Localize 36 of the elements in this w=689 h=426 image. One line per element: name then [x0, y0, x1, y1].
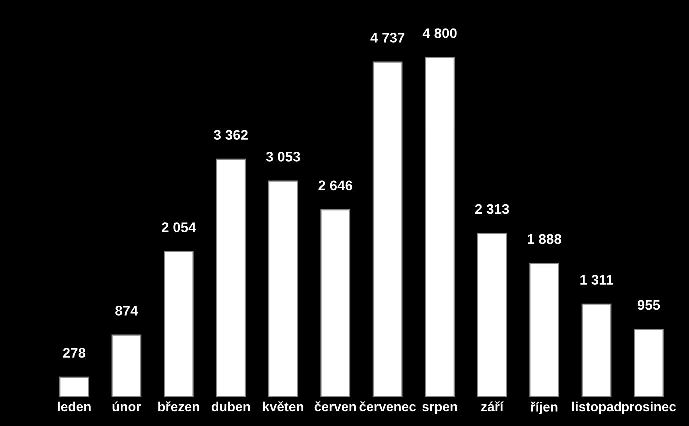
- data-label: 955: [638, 300, 660, 310]
- bar: [477, 233, 508, 398]
- data-label: 874: [116, 306, 138, 316]
- bar: [582, 304, 612, 398]
- bar: [112, 334, 142, 398]
- data-label: 2 646: [318, 180, 352, 191]
- data-label: 2 313: [475, 204, 510, 214]
- x-tick-label: únor: [112, 402, 142, 412]
- x-tick-label: říjen: [530, 402, 558, 414]
- bar: [164, 251, 194, 398]
- data-label: 2 054: [162, 222, 196, 232]
- bar: [372, 62, 403, 398]
- data-label: 4 800: [422, 28, 457, 38]
- x-tick-label: září: [481, 402, 504, 412]
- x-tick-label: červenec: [360, 402, 416, 412]
- x-tick-label: prosinec: [622, 402, 676, 414]
- data-label: 1 888: [528, 234, 562, 244]
- x-tick-label: listopad: [572, 402, 622, 414]
- bar: [425, 57, 455, 398]
- x-tick-label: duben: [212, 402, 250, 412]
- x-tick-label: květen: [263, 402, 304, 412]
- bar: [530, 263, 560, 398]
- data-label: 3 362: [214, 130, 248, 140]
- data-label: 1 311: [580, 275, 614, 285]
- bar: [216, 158, 246, 398]
- bar: [320, 209, 351, 398]
- data-label: 278: [63, 348, 86, 358]
- data-label: 3 053: [266, 152, 300, 162]
- bar: [634, 328, 664, 398]
- x-tick-label: srpen: [422, 404, 458, 414]
- data-label: 4 737: [370, 33, 405, 43]
- x-tick-label: březen: [158, 402, 200, 412]
- bar: [60, 376, 90, 398]
- x-tick-label: leden: [58, 402, 91, 412]
- bar: [268, 180, 298, 398]
- x-tick-label: červen: [314, 402, 356, 412]
